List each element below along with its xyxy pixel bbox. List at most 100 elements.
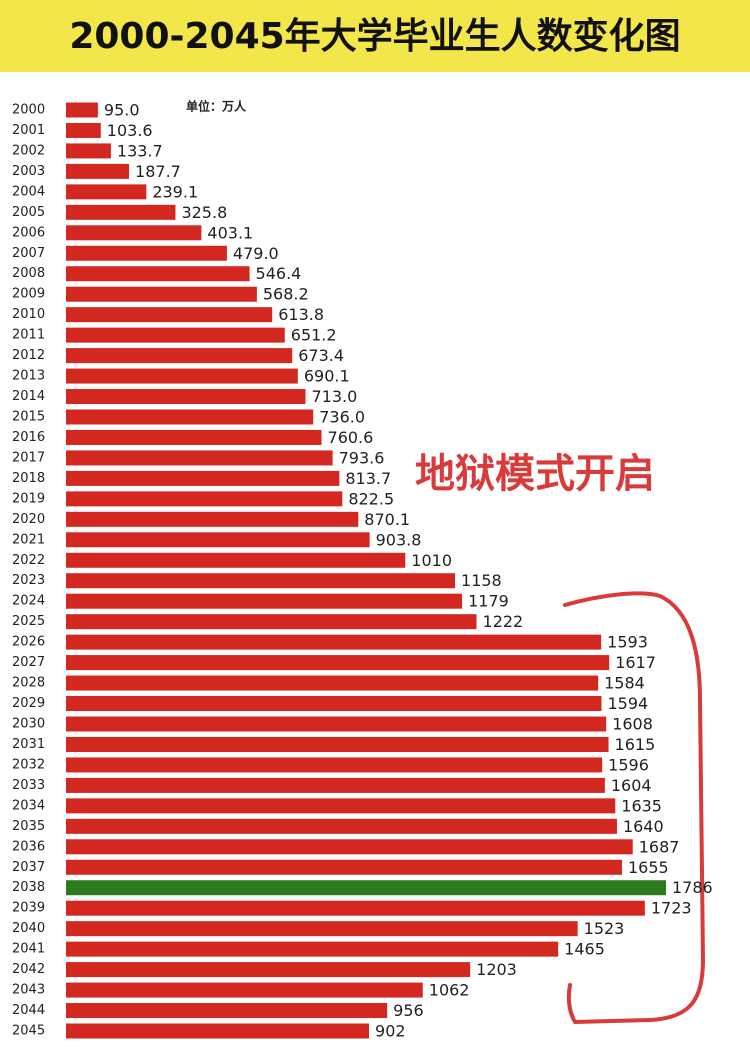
bar xyxy=(66,573,456,589)
annotation: 地狱模式开启 xyxy=(415,451,655,497)
value-label: 1179 xyxy=(468,592,509,611)
y-tick-label: 2001 xyxy=(12,123,45,138)
bar xyxy=(66,245,227,261)
bar xyxy=(66,777,605,793)
y-tick-label: 2034 xyxy=(12,798,45,813)
value-label: 793.6 xyxy=(339,448,385,467)
value-label: 1687 xyxy=(639,837,680,856)
y-tick-label: 2030 xyxy=(12,717,45,732)
value-label: 690.1 xyxy=(304,367,350,386)
value-label: 187.7 xyxy=(135,162,181,181)
y-tick-label: 2021 xyxy=(12,532,45,547)
bar xyxy=(66,204,176,220)
y-tick-label: 2011 xyxy=(12,328,45,343)
title-band xyxy=(0,0,750,72)
value-label: 822.5 xyxy=(348,489,394,508)
bar xyxy=(66,798,616,814)
value-label: 1594 xyxy=(607,694,648,713)
y-tick-label: 2002 xyxy=(12,143,45,158)
y-tick-label: 2044 xyxy=(12,1003,45,1018)
y-tick-label: 2023 xyxy=(12,573,45,588)
value-label: 902 xyxy=(375,1022,406,1041)
y-tick-label: 2017 xyxy=(12,450,45,465)
y-tick-label: 2013 xyxy=(12,369,45,384)
bar xyxy=(66,102,98,118)
bracket xyxy=(563,591,706,1025)
value-label: 1593 xyxy=(607,633,648,652)
bar xyxy=(66,122,101,138)
y-tick-label: 2037 xyxy=(12,860,45,875)
value-label: 1465 xyxy=(564,940,605,959)
bar xyxy=(66,593,463,609)
y-tick-label: 2033 xyxy=(12,778,45,793)
bar xyxy=(66,614,477,630)
bar xyxy=(66,941,559,957)
y-tick-label: 2024 xyxy=(12,594,45,609)
y-tick-label: 2025 xyxy=(12,614,45,629)
y-tick-label: 2022 xyxy=(12,553,45,568)
y-tick-label: 2003 xyxy=(12,164,45,179)
bar xyxy=(66,511,359,527)
value-label: 103.6 xyxy=(107,121,153,140)
y-tick-label: 2038 xyxy=(12,880,45,895)
value-label: 813.7 xyxy=(345,469,391,488)
value-label: 1596 xyxy=(608,755,649,774)
bar xyxy=(66,429,322,445)
value-label: 1608 xyxy=(612,715,653,734)
bar xyxy=(66,962,471,978)
y-tick-label: 2016 xyxy=(12,430,45,445)
value-label: 760.6 xyxy=(328,428,374,447)
y-tick-label: 2029 xyxy=(12,696,45,711)
bar xyxy=(66,818,617,834)
y-tick-label: 2012 xyxy=(12,348,45,363)
chart-title: 2000-2045年大学毕业生人数变化图 xyxy=(69,15,680,57)
value-label: 1640 xyxy=(623,817,664,836)
y-tick-label: 2043 xyxy=(12,983,45,998)
value-label: 1617 xyxy=(615,653,656,672)
value-label: 1222 xyxy=(483,612,524,631)
bar xyxy=(66,1003,388,1019)
value-label: 1062 xyxy=(429,981,470,1000)
bar xyxy=(66,266,250,282)
y-tick-label: 2041 xyxy=(12,942,45,957)
y-tick-label: 2039 xyxy=(12,901,45,916)
y-tick-label: 2045 xyxy=(12,1024,45,1039)
y-tick-label: 2004 xyxy=(12,184,45,199)
y-tick-label: 2031 xyxy=(12,737,45,752)
y-tick-label: 2040 xyxy=(12,921,45,936)
value-label: 568.2 xyxy=(263,285,309,304)
bar xyxy=(66,470,340,486)
y-tick-label: 2015 xyxy=(12,410,45,425)
y-tick-label: 2026 xyxy=(12,635,45,650)
bar xyxy=(66,1023,370,1039)
bar xyxy=(66,675,599,691)
bar xyxy=(66,634,602,650)
bar xyxy=(66,450,333,466)
value-label: 956 xyxy=(393,1001,424,1020)
y-tick-label: 2032 xyxy=(12,757,45,772)
bar xyxy=(66,184,147,200)
y-tick-label: 2010 xyxy=(12,307,45,322)
value-label: 1203 xyxy=(476,960,517,979)
value-label: 903.8 xyxy=(376,530,422,549)
y-tick-label: 2027 xyxy=(12,655,45,670)
value-label: 1604 xyxy=(611,776,652,795)
y-tick-label: 2008 xyxy=(12,266,45,281)
bar xyxy=(66,736,609,752)
bar xyxy=(66,982,423,998)
bar xyxy=(66,327,285,343)
bar xyxy=(66,225,202,241)
value-label: 133.7 xyxy=(117,141,163,160)
bar xyxy=(66,532,370,548)
y-tick-label: 2020 xyxy=(12,512,45,527)
value-label: 1655 xyxy=(628,858,669,877)
value-label: 325.8 xyxy=(181,203,227,222)
value-label: 613.8 xyxy=(278,305,324,324)
value-label: 1010 xyxy=(411,551,452,570)
value-label: 546.4 xyxy=(256,264,302,283)
y-tick-label: 2035 xyxy=(12,819,45,834)
bar xyxy=(66,880,666,896)
value-label: 1786 xyxy=(672,878,713,897)
y-tick-label: 2006 xyxy=(12,225,45,240)
value-label: 1615 xyxy=(615,735,656,754)
